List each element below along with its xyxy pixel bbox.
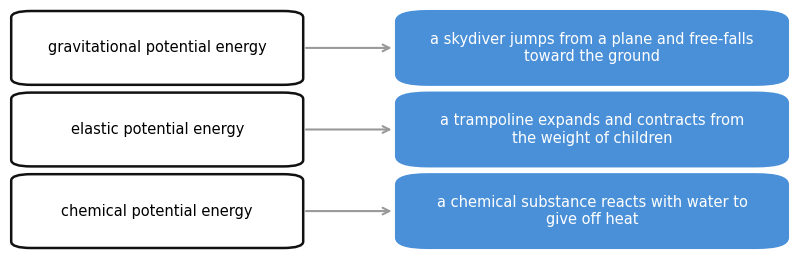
FancyBboxPatch shape [396,174,788,248]
Text: elastic potential energy: elastic potential energy [70,122,244,137]
FancyBboxPatch shape [11,11,303,85]
Text: a chemical substance reacts with water to
give off heat: a chemical substance reacts with water t… [437,195,747,227]
FancyBboxPatch shape [396,92,788,166]
Text: a skydiver jumps from a plane and free-falls
toward the ground: a skydiver jumps from a plane and free-f… [430,32,754,64]
Text: gravitational potential energy: gravitational potential energy [48,40,266,55]
Text: chemical potential energy: chemical potential energy [62,204,253,219]
FancyBboxPatch shape [11,174,303,248]
FancyBboxPatch shape [396,11,788,85]
FancyBboxPatch shape [11,92,303,166]
Text: a trampoline expands and contracts from
the weight of children: a trampoline expands and contracts from … [440,113,744,146]
